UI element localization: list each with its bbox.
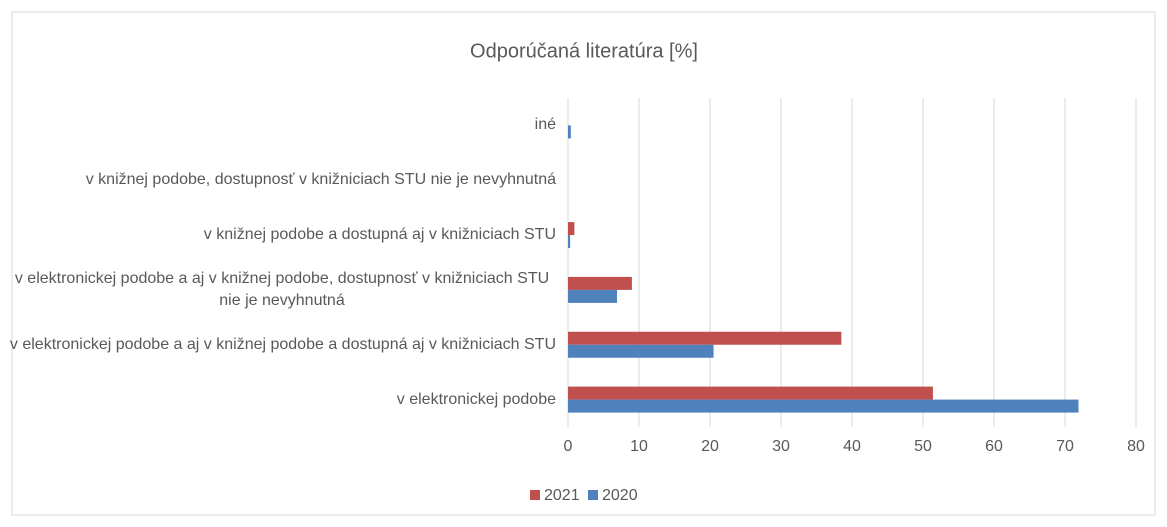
bar [568, 276, 632, 290]
x-tick-label: 80 [1127, 438, 1145, 455]
x-tick-label: 40 [843, 438, 861, 455]
chart-title: Odporúčaná literatúra [%] [470, 40, 698, 62]
bar [568, 331, 842, 345]
category-text: iné [534, 116, 556, 134]
bar [568, 399, 1079, 413]
x-tick-label: 30 [772, 438, 790, 455]
category-label: v knižnej podobe a dostupná aj v knižnic… [8, 224, 556, 246]
x-tick-label: 10 [630, 438, 648, 455]
category-text: v elektronickej podobe a aj v knižnej po… [14, 269, 550, 309]
legend-swatch [530, 490, 540, 500]
x-tick-label: 0 [564, 438, 573, 455]
chart-border [11, 11, 1156, 516]
x-tick-label: 70 [1056, 438, 1074, 455]
category-text: v knižnej podobe a dostupná aj v knižnic… [203, 226, 556, 244]
category-label: iné [8, 114, 556, 136]
x-tick-label: 20 [701, 438, 719, 455]
category-text: v elektronickej podobe [396, 390, 556, 408]
category-text: v knižnej podobe, dostupnosť v knižnicia… [85, 171, 556, 189]
category-label: v knižnej podobe, dostupnosť v knižnicia… [8, 169, 556, 191]
x-tick-label: 50 [914, 438, 932, 455]
category-label: v elektronickej podobe a aj v knižnej po… [8, 334, 556, 356]
bar [568, 222, 575, 236]
bar [568, 386, 933, 400]
bar [568, 125, 571, 139]
bar [568, 344, 714, 358]
category-label: v elektronickej podobe [8, 389, 556, 411]
bar [568, 235, 571, 249]
legend-label: 2020 [602, 487, 638, 504]
legend-swatch [588, 490, 598, 500]
category-label: v elektronickej podobe a aj v knižnej po… [8, 268, 556, 312]
legend-label: 2021 [544, 487, 580, 504]
x-tick-label: 60 [985, 438, 1003, 455]
category-text: v elektronickej podobe a aj v knižnej po… [9, 335, 556, 353]
bar [568, 289, 617, 303]
